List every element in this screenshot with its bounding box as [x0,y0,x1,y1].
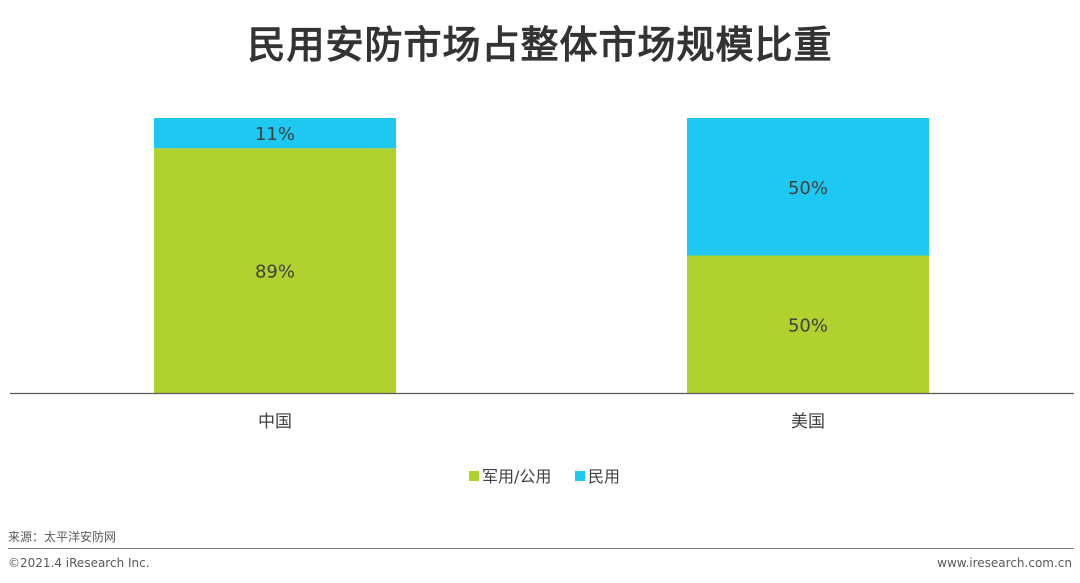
bar-segment-civil-1 [687,118,929,256]
site-url: www.iresearch.com.cn [937,556,1072,570]
footer-divider [8,548,1074,549]
data-label: 50% [788,315,828,336]
chart-title: 民用安防市场占整体市场规模比重 [247,23,833,67]
bar-segment-military-public-0 [154,148,396,393]
category-label: 中国 [258,412,292,432]
data-label: 50% [788,178,828,199]
legend-label-civil: 民用 [588,467,620,486]
bar-segment-military-public-1 [687,255,929,393]
data-label: 89% [255,262,295,283]
category-label: 美国 [791,412,825,432]
legend-label-military-public: 军用/公用 [482,467,551,486]
data-label: 11% [255,124,295,145]
copyright-text: ©2021.4 iResearch Inc. [8,556,150,570]
bar-segment-civil-0 [154,118,396,149]
legend-swatch-military-public [469,471,479,481]
source-note: 来源：太平洋安防网 [8,530,117,544]
legend-swatch-civil [575,471,585,481]
